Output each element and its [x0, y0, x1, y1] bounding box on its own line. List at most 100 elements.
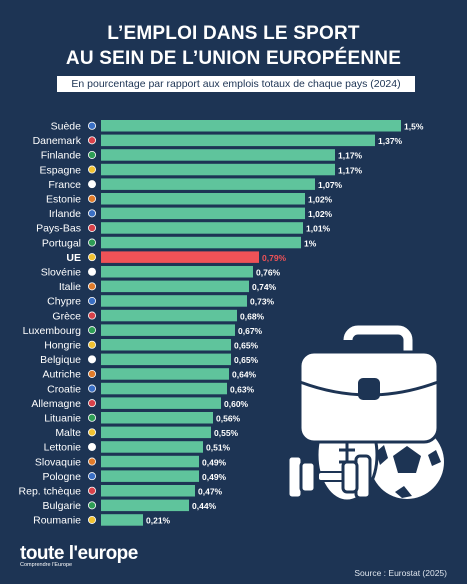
- category-label-12: Chypre: [47, 296, 81, 308]
- bar-6: [101, 207, 305, 220]
- value-label-8: 1%: [304, 238, 317, 248]
- bar-18: [101, 382, 227, 395]
- logo[interactable]: toute l'europe Comprendre l'Europe: [20, 543, 138, 569]
- category-label-21: Malte: [55, 427, 81, 439]
- bar-23: [101, 455, 199, 468]
- flag-icon-11: [88, 282, 97, 291]
- value-label-14: 0,67%: [238, 326, 263, 336]
- category-label-18: Croatie: [47, 383, 81, 395]
- value-label-23: 0,49%: [202, 457, 227, 467]
- bar-12: [101, 295, 247, 307]
- flag-icon-6: [88, 209, 97, 218]
- flag-icon-5: [88, 194, 97, 203]
- bar-10: [101, 266, 253, 278]
- category-label-2: Finlande: [41, 150, 81, 162]
- category-label-6: Irlande: [49, 208, 81, 220]
- logo-text: toute l'europe: [20, 543, 138, 564]
- flag-icon-23: [88, 457, 97, 466]
- value-label-16: 0,65%: [234, 355, 259, 365]
- category-label-5: Estonie: [46, 194, 81, 206]
- value-label-26: 0,44%: [192, 501, 217, 511]
- flag-icon-26: [88, 501, 97, 510]
- sport-illustration: [286, 325, 444, 503]
- chart-title-line-1: L’EMPLOI DANS LE SPORT: [107, 23, 360, 44]
- flag-icon-2: [88, 150, 97, 159]
- bar-7: [101, 222, 303, 234]
- bar-2: [101, 149, 335, 161]
- flag-icon-25: [88, 486, 97, 495]
- value-label-2: 1,17%: [338, 151, 363, 161]
- flag-icon-22: [88, 442, 97, 451]
- value-label-15: 0,65%: [234, 341, 259, 351]
- flag-icon-16: [88, 355, 97, 364]
- category-label-9: UE: [66, 252, 81, 264]
- category-label-20: Lituanie: [44, 413, 81, 425]
- source-note: Source : Eurostat (2025): [354, 568, 447, 578]
- flag-icon-9: [88, 253, 97, 262]
- category-label-23: Slovaquie: [35, 456, 81, 468]
- soccer-ball-icon: [370, 425, 444, 499]
- value-label-6: 1,02%: [308, 209, 333, 219]
- bar-0: [101, 120, 401, 132]
- value-label-12: 0,73%: [250, 297, 275, 307]
- category-label-1: Danemark: [33, 135, 82, 147]
- bar-1: [101, 134, 375, 147]
- logo-tagline: Comprendre l'Europe: [20, 562, 73, 568]
- category-label-24: Pologne: [42, 471, 81, 483]
- value-label-7: 1,01%: [306, 224, 331, 234]
- value-label-5: 1,02%: [308, 195, 333, 205]
- bar-24: [101, 470, 199, 482]
- category-label-15: Hongrie: [44, 340, 81, 352]
- value-label-18: 0,63%: [230, 384, 255, 394]
- value-label-20: 0,56%: [216, 414, 241, 424]
- bar-11: [101, 280, 249, 293]
- bar-3: [101, 163, 335, 176]
- value-label-25: 0,47%: [198, 487, 223, 497]
- category-label-3: Espagne: [40, 164, 82, 176]
- flag-icon-18: [88, 384, 97, 393]
- category-label-13: Grèce: [52, 310, 81, 322]
- bar-9: [101, 251, 259, 263]
- flag-icon-12: [88, 296, 97, 305]
- bar-26: [101, 499, 189, 512]
- value-label-4: 1,07%: [318, 180, 343, 190]
- briefcase-icon: [298, 325, 440, 444]
- bar-19: [101, 397, 221, 409]
- flag-icon-27: [88, 515, 97, 524]
- category-label-26: Bulgarie: [42, 500, 81, 512]
- bar-8: [101, 236, 301, 249]
- bar-17: [101, 368, 229, 380]
- category-label-0: Suède: [51, 121, 82, 133]
- value-label-9: 0,79%: [262, 253, 287, 263]
- flag-icon-7: [88, 223, 97, 232]
- category-label-8: Portugal: [42, 237, 81, 249]
- category-label-7: Pays-Bas: [36, 223, 81, 235]
- category-label-17: Autriche: [42, 369, 81, 381]
- value-label-10: 0,76%: [256, 268, 281, 278]
- value-label-24: 0,49%: [202, 472, 227, 482]
- flag-icon-14: [88, 326, 97, 335]
- bar-16: [101, 353, 231, 366]
- bar-4: [101, 178, 315, 190]
- flag-icon-15: [88, 340, 97, 349]
- category-label-19: Allemagne: [31, 398, 81, 410]
- bar-27: [101, 514, 143, 526]
- category-label-25: Rep. tchèque: [19, 486, 82, 498]
- flag-icon-24: [88, 472, 97, 481]
- flag-icon-13: [88, 311, 97, 320]
- value-label-0: 1,5%: [404, 122, 424, 132]
- bar-21: [101, 426, 211, 439]
- bar-22: [101, 441, 203, 453]
- value-label-22: 0,51%: [206, 443, 231, 453]
- category-label-22: Lettonie: [44, 442, 82, 454]
- flag-icon-1: [88, 136, 97, 145]
- bar-14: [101, 324, 235, 336]
- value-label-11: 0,74%: [252, 282, 277, 292]
- bar-20: [101, 412, 213, 424]
- flag-icon-19: [88, 399, 97, 408]
- value-label-1: 1,37%: [378, 136, 403, 146]
- value-label-19: 0,60%: [224, 399, 249, 409]
- flag-icon-17: [88, 369, 97, 378]
- bar-5: [101, 193, 305, 205]
